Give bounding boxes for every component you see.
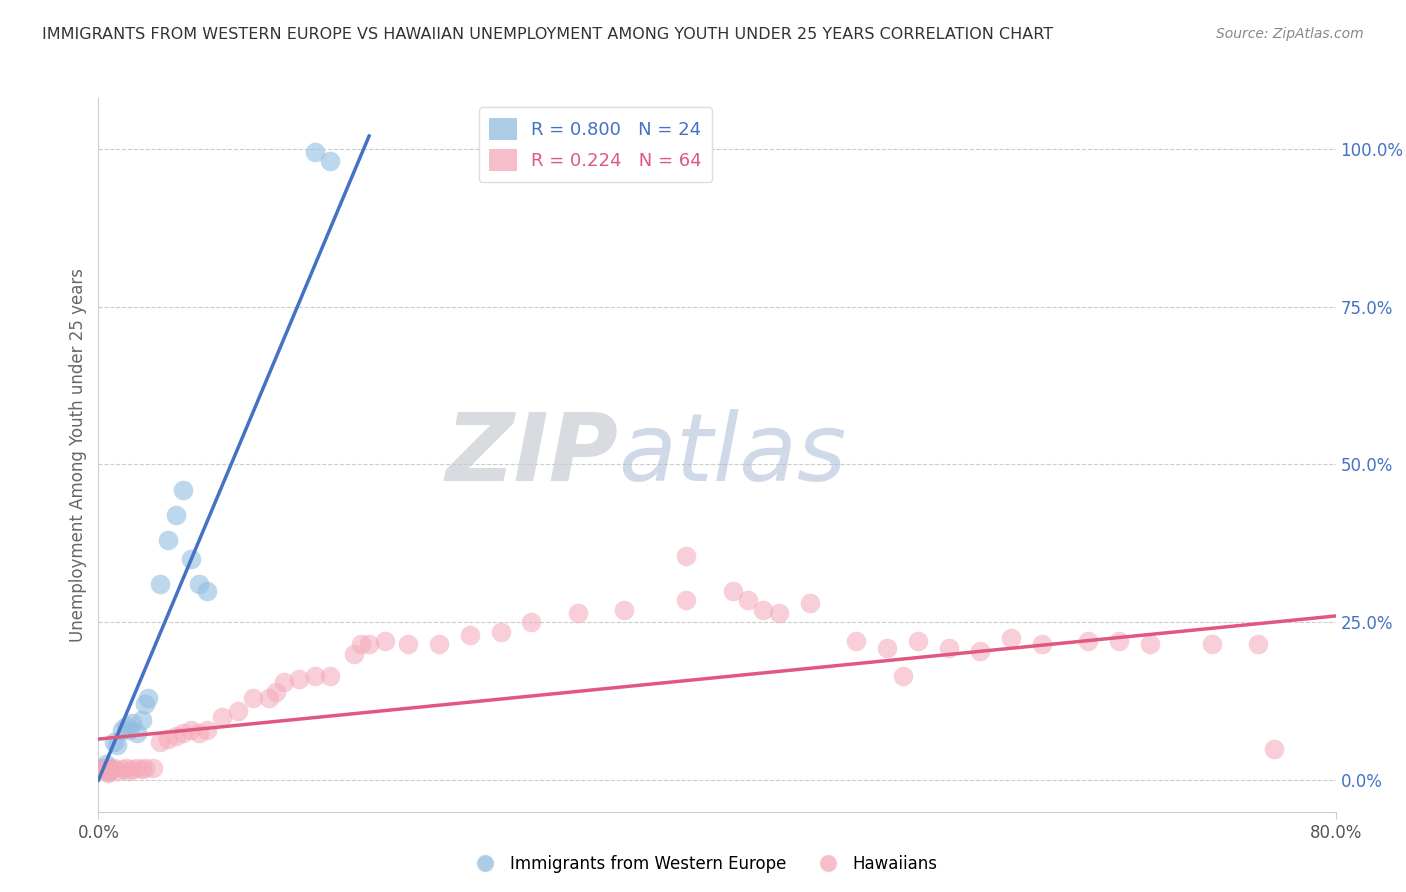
Point: [131, 713, 153, 727]
Point: [149, 577, 172, 591]
Point: [90, 760, 112, 774]
Point: [350, 637, 373, 651]
Point: [127, 760, 149, 774]
Point: [938, 640, 960, 655]
Point: [845, 634, 868, 648]
Point: [188, 726, 211, 740]
Point: [93, 762, 115, 776]
Point: [96, 757, 118, 772]
Point: [97, 765, 120, 780]
Point: [613, 602, 636, 616]
Point: [98, 764, 121, 778]
Point: [304, 145, 326, 159]
Point: [427, 637, 450, 651]
Point: [891, 669, 914, 683]
Point: [737, 593, 759, 607]
Point: [103, 735, 125, 749]
Point: [118, 723, 141, 737]
Point: [752, 602, 775, 616]
Text: IMMIGRANTS FROM WESTERN EUROPE VS HAWAIIAN UNEMPLOYMENT AMONG YOUTH UNDER 25 YEA: IMMIGRANTS FROM WESTERN EUROPE VS HAWAII…: [42, 27, 1053, 42]
Legend: Immigrants from Western Europe, Hawaiians: Immigrants from Western Europe, Hawaiian…: [461, 848, 945, 880]
Point: [458, 628, 481, 642]
Point: [180, 552, 202, 566]
Point: [1108, 634, 1130, 648]
Point: [1077, 634, 1099, 648]
Point: [195, 723, 218, 737]
Point: [969, 643, 991, 657]
Point: [195, 583, 218, 598]
Point: [180, 723, 202, 737]
Point: [675, 549, 697, 563]
Point: [105, 764, 128, 778]
Legend: R = 0.800   N = 24, R = 0.224   N = 64: R = 0.800 N = 24, R = 0.224 N = 64: [478, 107, 713, 182]
Point: [319, 669, 342, 683]
Point: [100, 762, 122, 776]
Point: [100, 762, 122, 776]
Point: [567, 606, 589, 620]
Point: [876, 640, 898, 655]
Point: [121, 716, 143, 731]
Point: [721, 583, 744, 598]
Point: [188, 577, 211, 591]
Point: [127, 726, 149, 740]
Point: [266, 684, 288, 698]
Point: [520, 615, 543, 630]
Point: [396, 637, 419, 651]
Point: [103, 760, 125, 774]
Point: [105, 739, 128, 753]
Point: [675, 593, 697, 607]
Point: [165, 508, 187, 522]
Point: [98, 760, 121, 774]
Point: [319, 154, 342, 169]
Point: [134, 698, 156, 712]
Point: [134, 760, 156, 774]
Point: [1247, 637, 1270, 651]
Point: [173, 726, 195, 740]
Point: [489, 624, 512, 639]
Text: atlas: atlas: [619, 409, 846, 500]
Point: [165, 729, 187, 743]
Point: [1139, 637, 1161, 651]
Text: Source: ZipAtlas.com: Source: ZipAtlas.com: [1216, 27, 1364, 41]
Point: [257, 691, 280, 706]
Y-axis label: Unemployment Among Youth under 25 years: Unemployment Among Youth under 25 years: [69, 268, 87, 642]
Point: [226, 704, 249, 718]
Point: [157, 732, 180, 747]
Point: [1000, 631, 1022, 645]
Point: [142, 760, 165, 774]
Point: [211, 710, 233, 724]
Point: [91, 760, 114, 774]
Point: [111, 762, 134, 776]
Point: [799, 596, 821, 610]
Point: [357, 637, 380, 651]
Point: [343, 647, 366, 661]
Point: [304, 669, 326, 683]
Point: [157, 533, 180, 548]
Point: [121, 762, 143, 776]
Point: [96, 764, 118, 778]
Point: [1263, 741, 1285, 756]
Point: [173, 483, 195, 497]
Point: [136, 691, 159, 706]
Text: ZIP: ZIP: [446, 409, 619, 501]
Point: [1201, 637, 1223, 651]
Point: [115, 760, 138, 774]
Point: [97, 764, 120, 778]
Point: [131, 762, 153, 776]
Point: [907, 634, 929, 648]
Point: [118, 764, 141, 778]
Point: [111, 723, 134, 737]
Point: [374, 634, 396, 648]
Point: [1031, 637, 1053, 651]
Point: [242, 691, 264, 706]
Point: [273, 675, 295, 690]
Point: [288, 672, 311, 686]
Point: [768, 606, 790, 620]
Point: [115, 719, 138, 733]
Point: [149, 735, 172, 749]
